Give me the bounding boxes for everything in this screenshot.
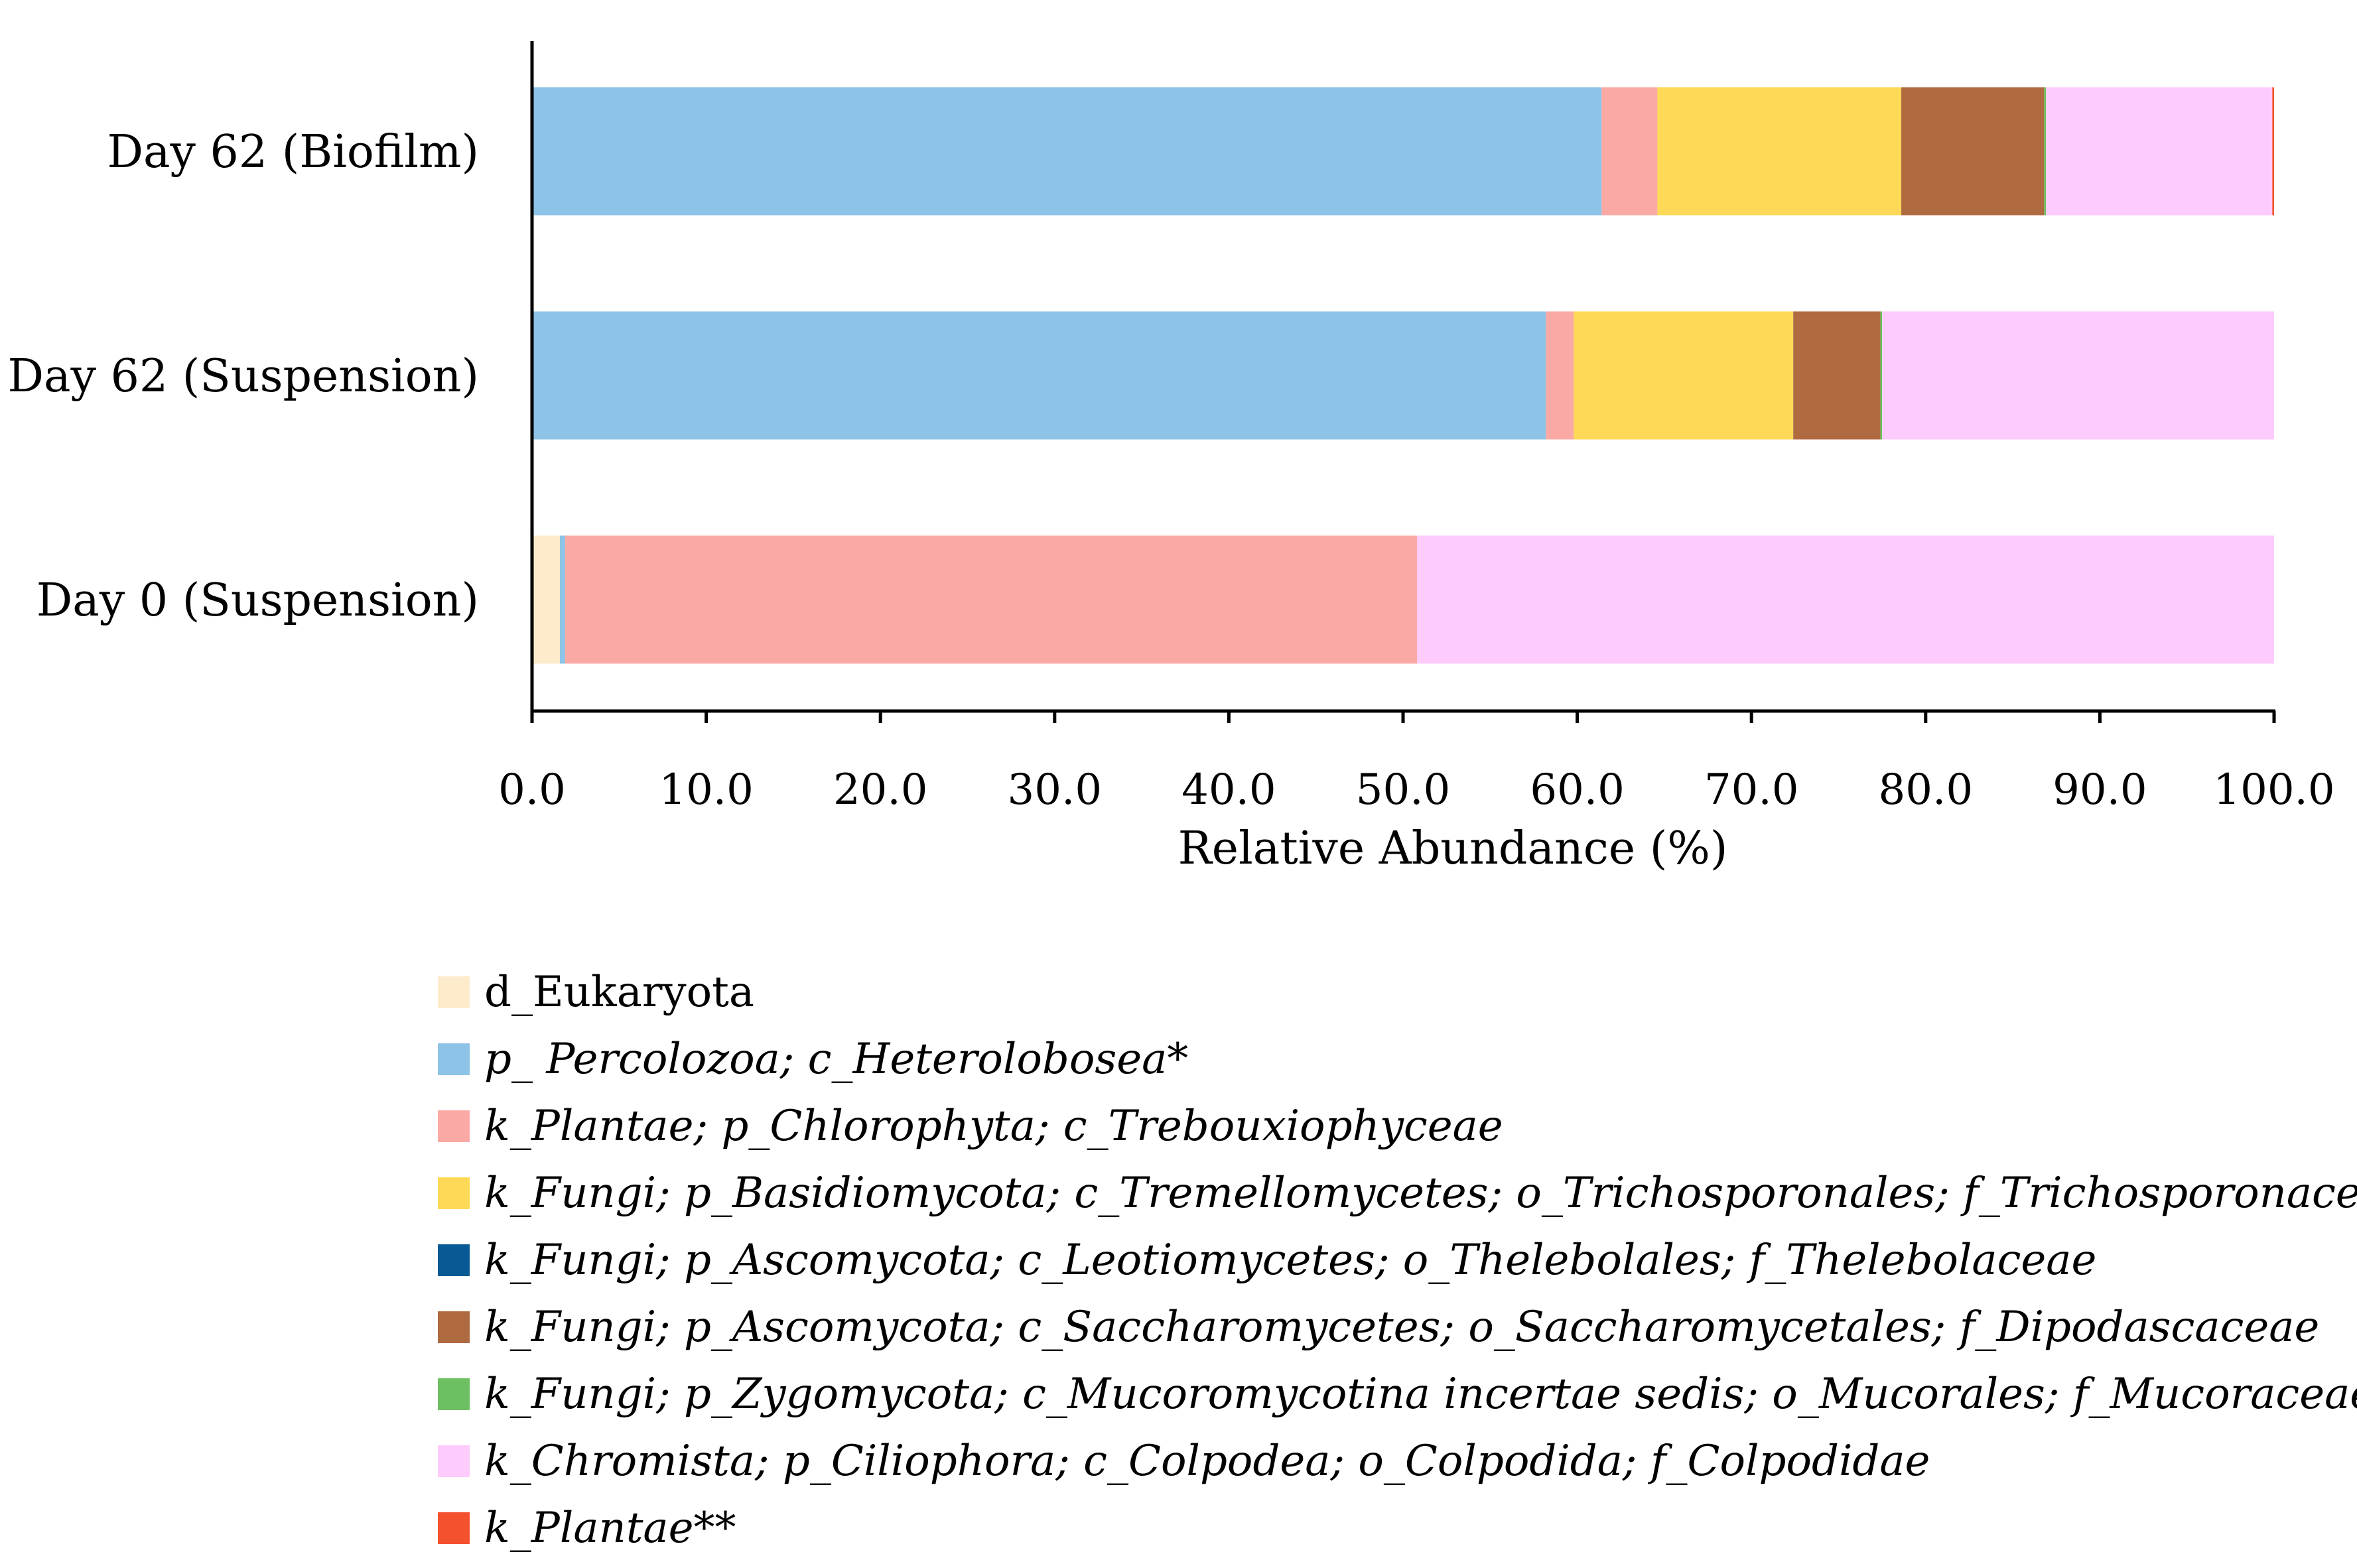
legend: d_Eukaryota p_ Percolozoa; c_Heterolobose… — [438, 958, 2357, 1561]
legend-swatch — [438, 1043, 470, 1075]
legend-swatch — [438, 1177, 470, 1209]
bar-segment — [1882, 311, 2274, 440]
bar-segment — [532, 535, 561, 664]
category-label: Day 0 (Suspension) — [36, 574, 479, 627]
legend-item: k_Plantae; p_Chlorophyta; c_Trebouxiophy… — [438, 1092, 2357, 1159]
bar-segment — [1880, 311, 1883, 440]
legend-item: k_Chromista; p_Ciliophora; c_Colpodea; o… — [438, 1427, 2357, 1494]
legend-item: k_Plantae** — [438, 1494, 2357, 1561]
bar-segment — [1601, 87, 1658, 216]
legend-item: k_Fungi; p_Ascomycota; c_Saccharomycetes… — [438, 1293, 2357, 1360]
bar-segment — [1657, 87, 1902, 216]
legend-swatch — [438, 1445, 470, 1477]
x-tick-label: 60.0 — [1530, 765, 1625, 815]
legend-swatch — [438, 1311, 470, 1343]
legend-label: p_ Percolozoa; c_Heterolobosea* — [484, 1034, 1189, 1084]
legend-item: k_Fungi; p_Basidiomycota; c_Tremellomyce… — [438, 1159, 2357, 1226]
legend-item: p_ Percolozoa; c_Heterolobosea* — [438, 1025, 2357, 1092]
x-ticks: 0.0 10.0 20.0 30.0 40.0 50.0 60.0 70.0 80.0 90.0 1… — [498, 711, 2335, 815]
legend-label: k_Plantae; p_Chlorophyta; c_Trebouxiophy… — [484, 1101, 1503, 1151]
category-label: Day 62 (Suspension) — [7, 350, 479, 403]
bars-layer — [532, 87, 2274, 664]
bar-segment — [1546, 311, 1574, 440]
x-tick-label: 20.0 — [833, 765, 928, 815]
x-axis-title: Relative Abundance (%) — [1178, 822, 1728, 875]
x-tick-label: 50.0 — [1356, 765, 1451, 815]
legend-swatch — [438, 1378, 470, 1410]
x-tick-label: 100.0 — [2213, 765, 2334, 815]
x-tick-label: 90.0 — [2053, 765, 2147, 815]
legend-label: k_Fungi; p_Ascomycota; c_Leotiomycetes; … — [484, 1235, 2097, 1285]
x-tick-label: 30.0 — [1008, 765, 1103, 815]
legend-item: k_Fungi; p_Ascomycota; c_Leotiomycetes; … — [438, 1226, 2357, 1293]
legend-item: k_Fungi; p_Zygomycota; c_Mucoromycotina … — [438, 1360, 2357, 1427]
bar-segment — [2045, 87, 2273, 216]
x-tick-label: 10.0 — [659, 765, 754, 815]
category-label: Day 62 (Biofilm) — [107, 126, 479, 178]
bar-segment — [1793, 311, 1881, 440]
legend-swatch — [438, 976, 470, 1008]
bar-segment — [1417, 535, 2274, 664]
bar-segment — [1574, 311, 1794, 440]
x-tick-label: 80.0 — [1879, 765, 1974, 815]
bar-segment — [532, 87, 1602, 216]
bar-segment — [2272, 87, 2274, 216]
bar-segment — [2044, 87, 2046, 216]
legend-swatch — [438, 1512, 470, 1544]
legend-label: k_Fungi; p_Basidiomycota; c_Tremellomyce… — [484, 1168, 2357, 1218]
legend-item: d_Eukaryota — [438, 958, 2357, 1025]
bar-segment — [532, 311, 1546, 440]
bar-segment — [1901, 87, 2045, 216]
legend-label: d_Eukaryota — [484, 967, 754, 1017]
legend-label: k_Chromista; p_Ciliophora; c_Colpodea; o… — [484, 1436, 1930, 1486]
category-labels: Day 62 (Biofilm) Day 62 (Suspension) Day 0… — [7, 126, 479, 627]
legend-label: k_Plantae** — [484, 1503, 736, 1553]
legend-swatch — [438, 1110, 470, 1142]
x-tick-label: 70.0 — [1704, 765, 1799, 815]
bar-segment — [560, 535, 565, 664]
x-tick-label: 40.0 — [1181, 765, 1276, 815]
legend-label: k_Fungi; p_Ascomycota; c_Saccharomycetes… — [484, 1302, 2320, 1352]
legend-swatch — [438, 1244, 470, 1276]
x-tick-label: 0.0 — [498, 765, 566, 815]
legend-label: k_Fungi; p_Zygomycota; c_Mucoromycotina … — [484, 1369, 2357, 1419]
bar-segment — [565, 535, 1418, 664]
